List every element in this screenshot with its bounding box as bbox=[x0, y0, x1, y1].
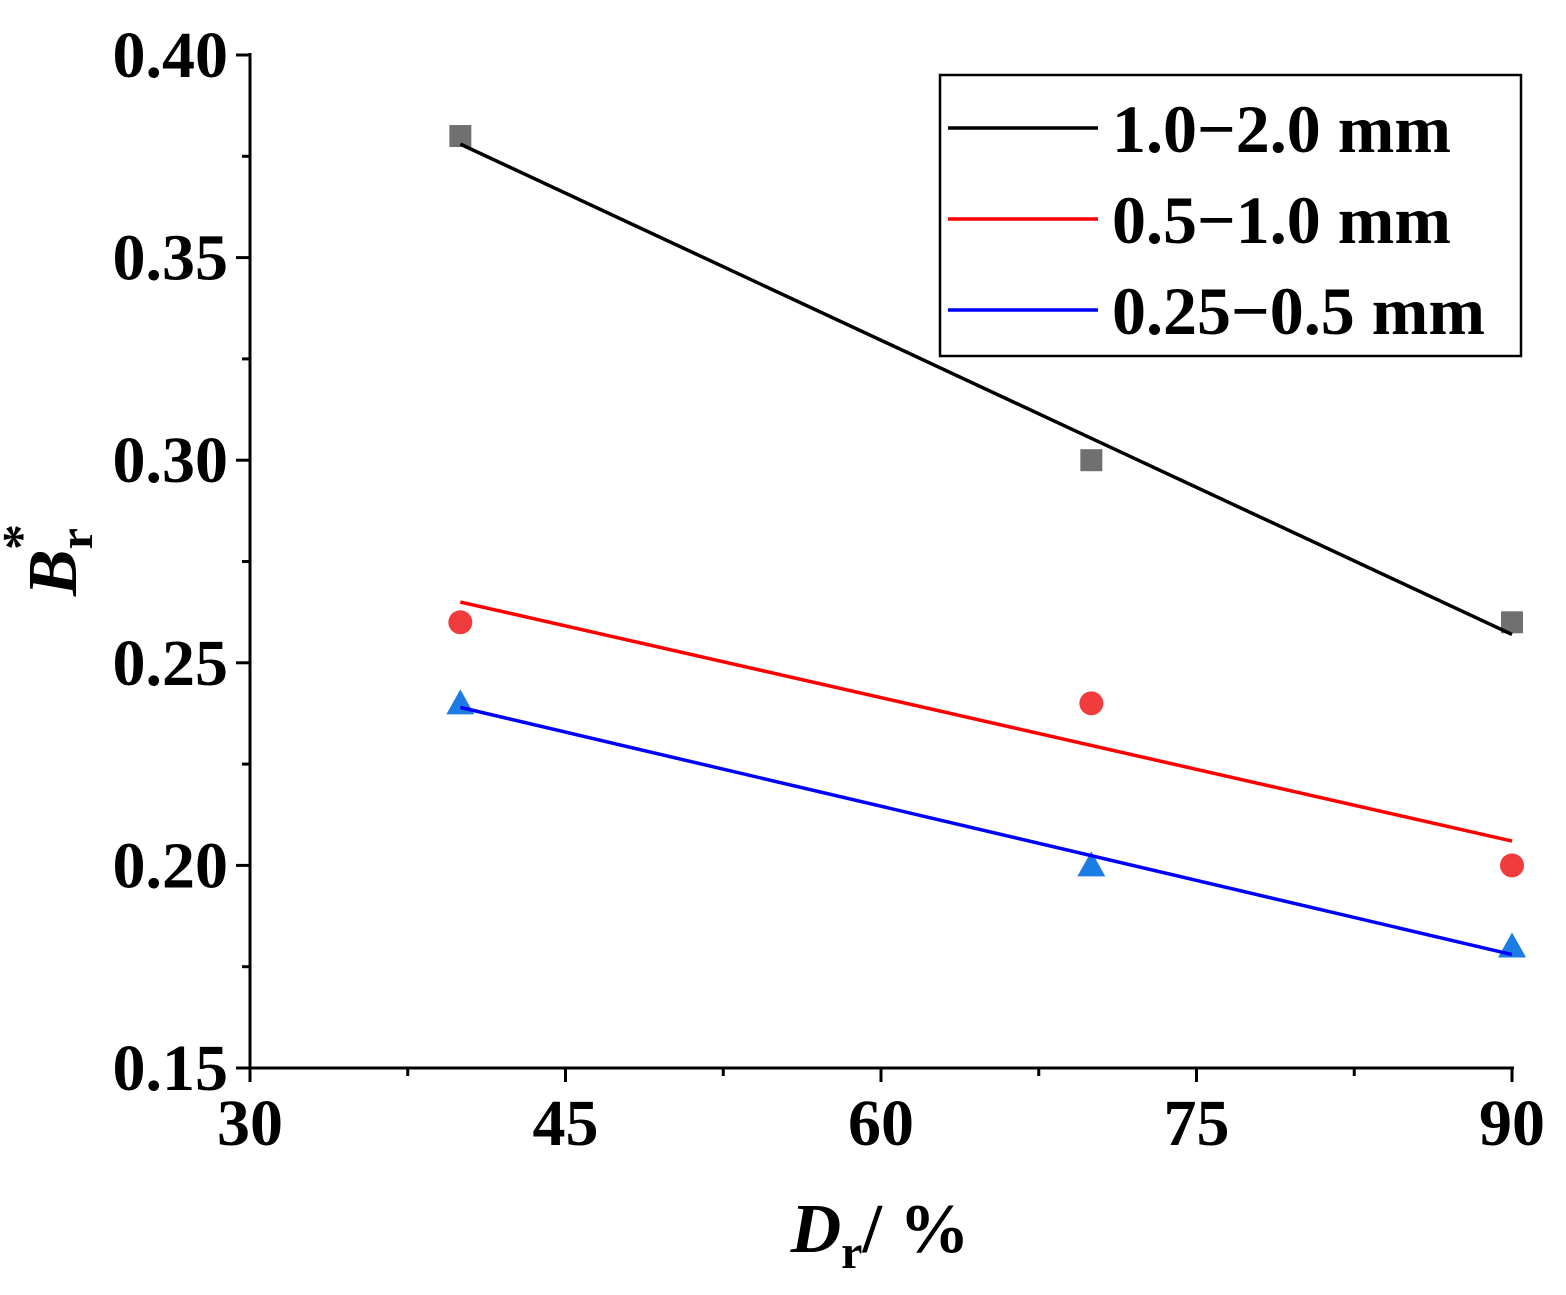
legend-label: 1.0−2.0 mm bbox=[1112, 91, 1451, 167]
x-axis-title: Dr/ % bbox=[790, 1191, 970, 1279]
circle-marker bbox=[1079, 691, 1104, 716]
y-tick-label: 0.30 bbox=[113, 424, 229, 497]
circle-marker bbox=[1500, 853, 1524, 878]
fit-line bbox=[459, 600, 1513, 843]
y-tick-label: 0.35 bbox=[113, 222, 229, 295]
x-tick-label: 90 bbox=[1479, 1087, 1545, 1160]
plot-area bbox=[446, 125, 1526, 958]
x-tick-label: 30 bbox=[217, 1087, 283, 1160]
x-axis-title-unit: / % bbox=[861, 1191, 969, 1268]
x-axis-title-sub: r bbox=[841, 1226, 862, 1279]
fit-line bbox=[459, 142, 1513, 637]
series-0 bbox=[449, 125, 1523, 637]
y-axis-title-sub: r bbox=[50, 528, 103, 549]
y-axis-title: Br* bbox=[0, 524, 103, 597]
square-marker bbox=[449, 125, 472, 148]
triangle-marker bbox=[1077, 851, 1106, 877]
x-axis-title-main: D bbox=[790, 1191, 842, 1268]
x-tick-label: 45 bbox=[533, 1087, 599, 1160]
legend-label: 0.25−0.5 mm bbox=[1112, 273, 1485, 349]
circle-marker bbox=[448, 610, 473, 635]
y-tick-label: 0.25 bbox=[113, 627, 229, 700]
series-1 bbox=[448, 600, 1524, 878]
y-tick-label: 0.40 bbox=[113, 19, 229, 92]
y-tick-label: 0.20 bbox=[113, 829, 229, 902]
y-axis-title-main: B bbox=[15, 549, 92, 597]
y-axis-title-text: Br* bbox=[0, 524, 103, 597]
x-tick-label: 75 bbox=[1164, 1087, 1230, 1160]
fit-line bbox=[459, 705, 1513, 957]
x-tick-label: 60 bbox=[848, 1087, 914, 1160]
legend-label: 0.5−1.0 mm bbox=[1112, 182, 1451, 258]
y-axis-title-sup: * bbox=[0, 524, 50, 550]
square-marker bbox=[1080, 449, 1103, 472]
legend: 1.0−2.0 mm 0.5−1.0 mm 0.25−0.5 mm bbox=[938, 73, 1523, 358]
y-tick-label: 0.15 bbox=[113, 1032, 229, 1105]
square-marker bbox=[1501, 611, 1523, 634]
series-2 bbox=[446, 689, 1526, 958]
